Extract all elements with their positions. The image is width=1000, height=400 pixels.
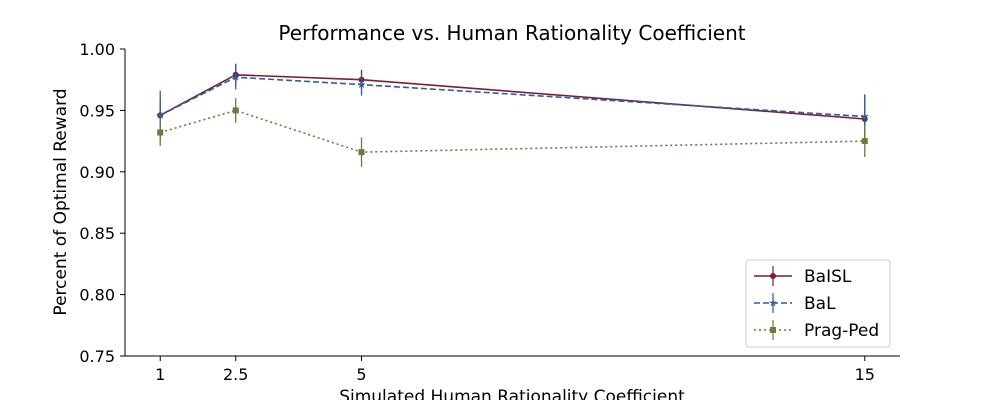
series-line (159, 76, 865, 118)
y-tick-label: 1.00 (79, 40, 115, 59)
legend-item: BaISL (754, 266, 852, 287)
x-tick-label: 1 (155, 365, 165, 384)
series-line (160, 109, 865, 153)
legend: BaISL BaL Prag-Ped (745, 259, 891, 348)
series-prag-ped (157, 98, 868, 167)
y-tick-label: 0.95 (79, 101, 115, 120)
data-point (358, 149, 365, 156)
legend-label: BaL (804, 294, 836, 314)
x-tick-label: 5 (356, 365, 366, 384)
legend-item: BaL (754, 293, 836, 314)
x-axis-label: Simulated Human Rationality Coefficient (339, 387, 685, 400)
x-tick-label: 2.5 (223, 365, 248, 384)
y-axis-label: Percent of Optimal Reward (51, 88, 71, 315)
legend-marker (770, 327, 776, 333)
legend-item: Prag-Ped (754, 320, 879, 341)
data-point (860, 111, 870, 121)
legend-label: BaISL (804, 267, 852, 287)
legend-label: Prag-Ped (804, 321, 879, 341)
legend-frame (745, 259, 891, 348)
legend-marker (770, 273, 776, 279)
data-point (861, 138, 868, 145)
data-point (357, 79, 366, 89)
data-point (157, 129, 164, 136)
y-tick-label: 0.90 (79, 163, 115, 182)
data-point (231, 72, 241, 82)
series-baisl (157, 63, 868, 144)
x-tick-label: 15 (855, 365, 875, 384)
axes: 0.75 0.80 0.85 0.90 0.95 1.00 1 2.5 5 15 (79, 40, 900, 384)
series-layer (155, 63, 870, 167)
data-point (232, 107, 239, 114)
series-line (159, 73, 865, 120)
data-point (155, 110, 165, 120)
y-tick-label: 0.75 (79, 347, 115, 366)
y-tick-label: 0.80 (79, 286, 115, 305)
chart-title: Performance vs. Human Rationality Coeffi… (278, 21, 745, 45)
legend-marker (768, 298, 778, 307)
y-tick-label: 0.85 (79, 224, 115, 243)
